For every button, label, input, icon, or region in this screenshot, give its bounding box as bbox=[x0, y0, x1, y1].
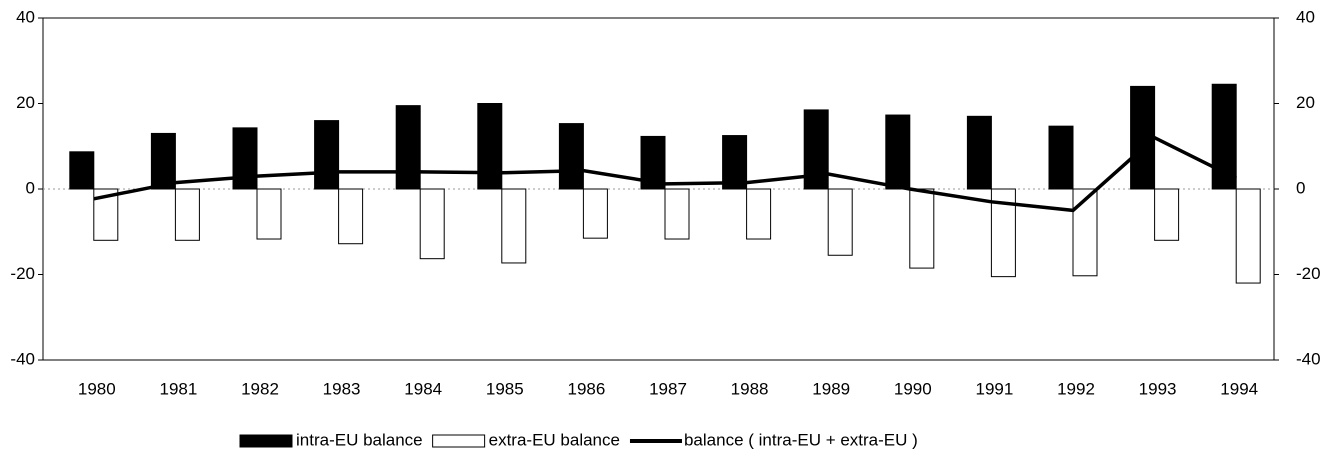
y2-tick-label: -40 bbox=[1296, 349, 1321, 368]
line bbox=[93, 135, 1237, 213]
bar bbox=[1235, 188, 1261, 284]
y2-tick-label: -20 bbox=[1296, 264, 1321, 283]
bar bbox=[885, 114, 911, 190]
x-tick-label: 1988 bbox=[731, 379, 769, 398]
bar bbox=[1048, 125, 1074, 190]
x-tick-label: 1989 bbox=[812, 379, 850, 398]
bar bbox=[395, 105, 421, 190]
x-tick-label: 1987 bbox=[649, 379, 687, 398]
bar bbox=[232, 127, 258, 190]
legend-swatch bbox=[432, 434, 486, 448]
legend-label: balance ( intra-EU + extra-EU ) bbox=[684, 430, 918, 449]
bar bbox=[827, 188, 853, 256]
bar bbox=[664, 188, 690, 240]
bar bbox=[582, 188, 608, 239]
bar bbox=[966, 115, 992, 190]
bar bbox=[722, 135, 748, 190]
x-tick-label: 1993 bbox=[1139, 379, 1177, 398]
bar bbox=[419, 188, 445, 260]
x-tick-label: 1982 bbox=[241, 379, 279, 398]
legend-swatch bbox=[239, 434, 293, 448]
y-tick-label: -40 bbox=[10, 349, 35, 368]
y2-tick-label: 40 bbox=[1296, 7, 1315, 26]
bar bbox=[338, 188, 364, 245]
x-tick-label: 1985 bbox=[486, 379, 524, 398]
y2-tick-label: 0 bbox=[1296, 178, 1305, 197]
x-tick-label: 1984 bbox=[404, 379, 442, 398]
legend-label: extra-EU balance bbox=[489, 430, 620, 449]
bar bbox=[477, 103, 503, 190]
x-tick-label: 1991 bbox=[975, 379, 1013, 398]
bar bbox=[746, 188, 772, 240]
legend-label: intra-EU balance bbox=[296, 430, 423, 449]
bar bbox=[1130, 85, 1156, 190]
bar bbox=[174, 188, 200, 241]
y-tick-label: -20 bbox=[10, 264, 35, 283]
x-tick-label: 1986 bbox=[567, 379, 605, 398]
x-tick-label: 1980 bbox=[78, 379, 116, 398]
x-tick-label: 1981 bbox=[159, 379, 197, 398]
bar bbox=[69, 151, 95, 190]
x-tick-label: 1994 bbox=[1220, 379, 1258, 398]
bar bbox=[501, 188, 527, 264]
bar bbox=[909, 188, 935, 269]
x-tick-label: 1992 bbox=[1057, 379, 1095, 398]
y-tick-label: 40 bbox=[16, 7, 35, 26]
bar bbox=[558, 123, 584, 190]
y-tick-label: 20 bbox=[16, 93, 35, 112]
y2-tick-label: 20 bbox=[1296, 93, 1315, 112]
bar bbox=[256, 188, 282, 240]
x-tick-label: 1990 bbox=[894, 379, 932, 398]
bar bbox=[150, 132, 176, 190]
bar bbox=[1072, 188, 1098, 277]
bar bbox=[1154, 188, 1180, 241]
x-tick-label: 1983 bbox=[323, 379, 361, 398]
bar bbox=[314, 120, 340, 190]
y-tick-label: 0 bbox=[26, 178, 35, 197]
